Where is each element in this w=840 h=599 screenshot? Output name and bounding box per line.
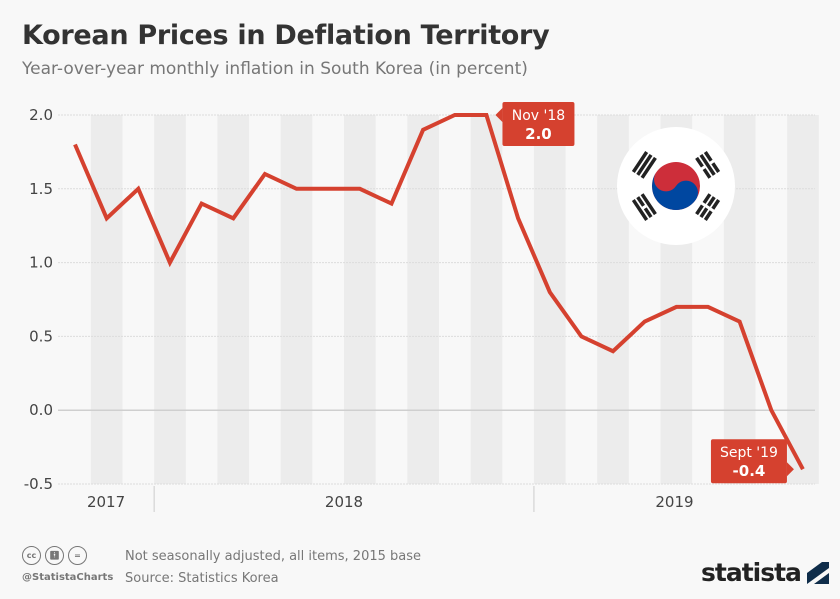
month-band xyxy=(280,115,313,484)
inflation-line xyxy=(73,113,805,471)
x-year-label: 2017 xyxy=(87,493,125,511)
month-band xyxy=(407,115,439,484)
month-band xyxy=(344,115,376,484)
month-band xyxy=(154,115,186,484)
source-note: Source: Statistics Korea xyxy=(125,571,279,586)
series-layer xyxy=(73,113,805,471)
y-tick-label: -0.5 xyxy=(24,475,53,493)
x-axis: 2017 2018 2019 xyxy=(87,486,694,512)
cc-icon: cc xyxy=(22,546,41,565)
brand-name: statista xyxy=(701,558,802,587)
month-bands xyxy=(90,115,819,484)
no-derivatives-icon: = xyxy=(68,546,87,565)
twitter-handle: @StatistaCharts xyxy=(22,572,114,583)
y-tick-label: 0.0 xyxy=(29,401,53,419)
chart-title: Korean Prices in Deflation Territory xyxy=(22,20,550,51)
line-chart: 2.0 1.5 1.0 0.5 0.0 -0.5 2017 2018 2019 xyxy=(24,102,819,512)
attribution-icon: 🚹︎ xyxy=(45,546,64,565)
month-band xyxy=(90,115,123,484)
callout-pointer xyxy=(786,462,794,477)
callout-label: Sept '19 xyxy=(720,445,778,461)
y-tick-label: 1.0 xyxy=(29,254,53,272)
y-tick-label: 1.5 xyxy=(29,180,53,198)
chart-subtitle: Year-over-year monthly inflation in Sout… xyxy=(22,59,528,79)
y-tick-label: 2.0 xyxy=(29,106,53,124)
callout-value: 2.0 xyxy=(525,125,552,143)
callout-label: Nov '18 xyxy=(512,108,565,124)
x-year-label: 2018 xyxy=(325,493,363,511)
y-tick-label: 0.5 xyxy=(29,327,53,345)
month-band xyxy=(787,115,819,484)
x-year-label: 2019 xyxy=(655,493,693,511)
month-band xyxy=(533,115,566,484)
month-band xyxy=(217,115,250,484)
callout-box xyxy=(502,102,575,146)
license-icons: cc 🚹︎ = xyxy=(22,546,87,565)
callouts-layer: Nov '182.0 Sept '19-0.4 xyxy=(495,102,794,484)
callout-box xyxy=(710,439,787,484)
gridlines xyxy=(58,114,815,485)
south-korea-flag-icon xyxy=(617,127,735,245)
callout-pointer xyxy=(495,108,503,122)
callout-13: Nov '182.0 xyxy=(495,102,575,146)
footnote: Not seasonally adjusted, all items, 2015… xyxy=(125,549,422,564)
callout-23: Sept '19-0.4 xyxy=(710,439,794,484)
statista-logo: statista xyxy=(701,558,829,587)
callout-value: -0.4 xyxy=(733,462,766,480)
y-axis-ticks: 2.0 1.5 1.0 0.5 0.0 -0.5 xyxy=(24,106,53,493)
statista-mark-icon xyxy=(806,561,829,584)
month-band xyxy=(470,115,503,484)
